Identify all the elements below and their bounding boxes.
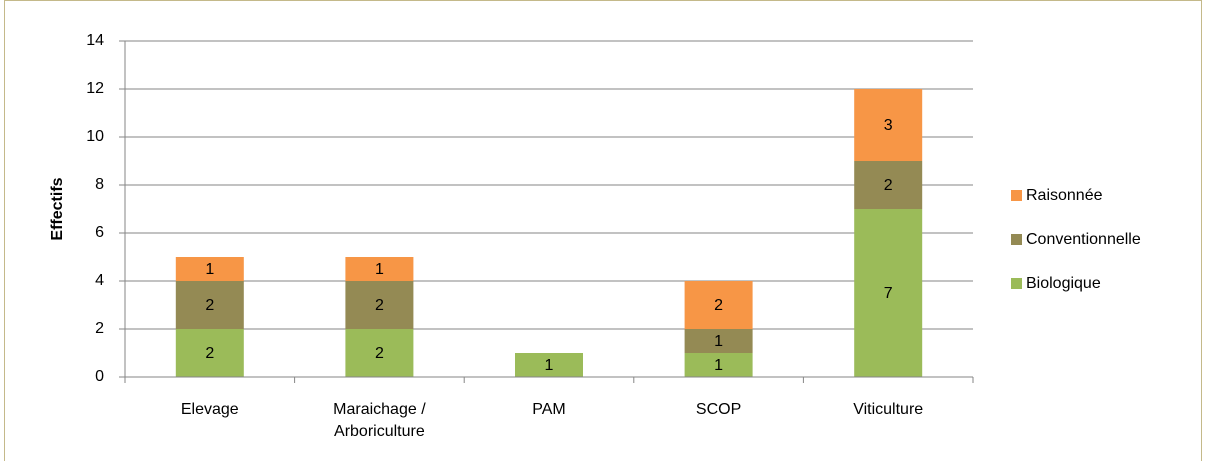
bar-segment — [175, 281, 244, 329]
data-label: 2 — [375, 297, 384, 314]
bar-segment — [684, 353, 753, 377]
x-tick-label: SCOP — [695, 401, 742, 418]
data-label: 1 — [205, 261, 214, 278]
y-tick-label: 4 — [95, 272, 104, 289]
data-label: 1 — [714, 333, 723, 350]
bar-segment — [515, 353, 583, 377]
y-tick-label: 14 — [86, 32, 104, 49]
legend-swatch — [1011, 278, 1022, 289]
legend-swatch — [1011, 234, 1022, 245]
bar-segment — [345, 329, 414, 377]
x-tick-label: Elevage — [180, 401, 239, 418]
bar-segment — [854, 89, 923, 161]
bar-segment — [854, 209, 923, 377]
bar-segment — [684, 329, 753, 353]
x-tick-label: Maraichage / Arboriculture — [333, 401, 426, 440]
data-label: 1 — [714, 357, 723, 374]
legend-label: Conventionnelle — [1026, 231, 1141, 248]
data-label: 2 — [714, 297, 723, 314]
data-label: 7 — [884, 285, 893, 302]
x-tick-label: PAM — [532, 401, 566, 418]
legend-label: Biologique — [1026, 275, 1101, 292]
y-tick-label: 8 — [95, 176, 104, 193]
y-tick-label: 12 — [86, 80, 104, 97]
bar-segment — [345, 281, 414, 329]
bar-segment — [175, 329, 244, 377]
bar-segment — [175, 257, 244, 281]
bar-segment — [684, 281, 753, 329]
y-tick-label: 10 — [86, 128, 104, 145]
bar-segment — [345, 257, 414, 281]
data-label: 2 — [205, 345, 214, 362]
data-label: 2 — [375, 345, 384, 362]
data-label: 2 — [205, 297, 214, 314]
data-label: 3 — [884, 117, 893, 134]
y-tick-label: 0 — [95, 368, 104, 385]
y-axis-label: Effectifs — [49, 177, 66, 240]
y-tick-label: 2 — [95, 320, 104, 337]
data-label: 2 — [884, 177, 893, 194]
y-tick-label: 6 — [95, 224, 104, 241]
legend-swatch — [1011, 190, 1022, 201]
x-tick-label: Viticulture — [853, 401, 924, 418]
frame — [4, 0, 1202, 461]
bar-segment — [854, 161, 923, 209]
legend-label: Raisonnée — [1026, 187, 1103, 204]
data-label: 1 — [545, 357, 554, 374]
data-label: 1 — [375, 261, 384, 278]
